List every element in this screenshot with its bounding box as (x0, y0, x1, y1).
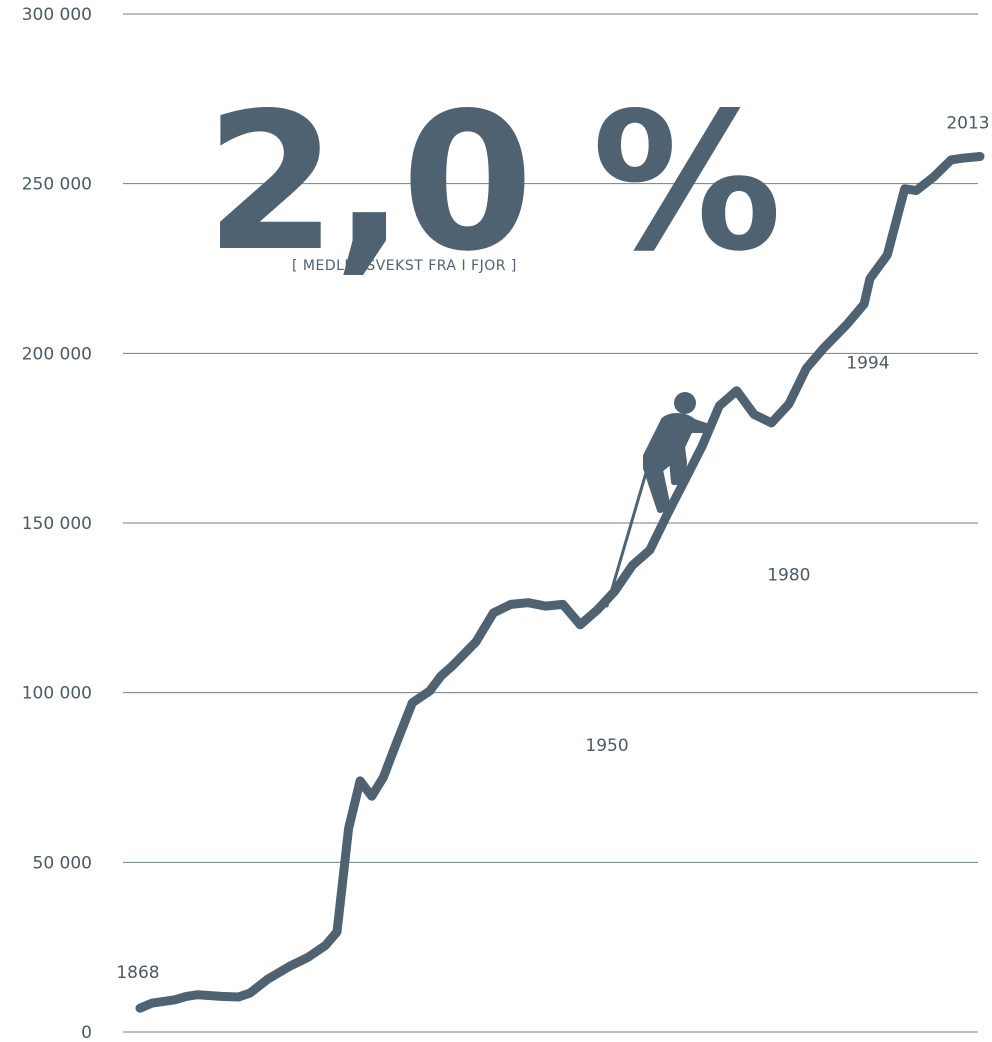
gridlines (123, 13, 978, 1033)
y-tick-label: 0 (81, 1023, 92, 1042)
year-label-1950: 1950 (585, 736, 628, 756)
year-label-1994: 1994 (846, 354, 889, 374)
headline-growth-value: 2,0 % (205, 72, 778, 293)
y-axis-ticks: 0 50 000 100 000 150 000 200 000 250 000 300 0… (22, 5, 92, 1042)
headline-caption: [ MEDLEMSVEKST FRA I FJOR ] (292, 258, 517, 274)
climber-icon (605, 392, 709, 608)
y-tick-label: 100 000 (22, 684, 92, 704)
y-tick-label: 150 000 (22, 514, 92, 534)
year-annotations: 1868 1950 1980 1994 2013 (116, 114, 989, 984)
year-label-1868: 1868 (116, 963, 159, 983)
y-tick-label: 300 000 (22, 5, 92, 25)
y-tick-label: 50 000 (33, 853, 92, 873)
year-label-2013: 2013 (946, 114, 989, 134)
year-label-1980: 1980 (767, 565, 810, 585)
y-tick-label: 200 000 (22, 344, 92, 364)
y-tick-label: 250 000 (22, 175, 92, 195)
series-line (135, 152, 985, 1013)
membership-line (135, 152, 985, 1013)
